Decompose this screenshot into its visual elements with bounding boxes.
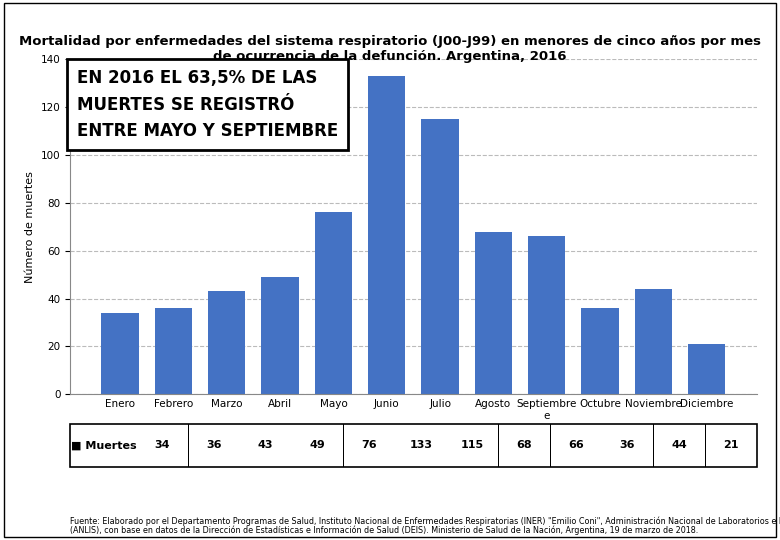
Text: Mortalidad por enfermedades del sistema respiratorio (J00-J99) en menores de cin: Mortalidad por enfermedades del sistema … — [19, 35, 761, 63]
Text: 36: 36 — [206, 441, 222, 450]
Text: 49: 49 — [310, 441, 325, 450]
Text: 34: 34 — [154, 441, 170, 450]
Text: ■ Muertes: ■ Muertes — [70, 441, 136, 450]
Text: 133: 133 — [410, 441, 432, 450]
Bar — [208, 292, 246, 394]
Text: EN 2016 EL 63,5% DE LAS
MUERTES SE REGISTRÓ
ENTRE MAYO Y SEPTIEMBRE: EN 2016 EL 63,5% DE LAS MUERTES SE REGIS… — [77, 70, 339, 140]
Text: 76: 76 — [361, 441, 377, 450]
Bar — [688, 344, 725, 394]
Bar — [475, 232, 512, 394]
Text: 66: 66 — [568, 441, 583, 450]
Text: 68: 68 — [516, 441, 532, 450]
Bar — [315, 212, 352, 394]
Text: 21: 21 — [723, 441, 739, 450]
Bar — [101, 313, 139, 394]
Bar — [528, 237, 566, 394]
Bar — [581, 308, 619, 394]
Bar — [261, 277, 299, 394]
Text: 36: 36 — [619, 441, 635, 450]
Text: 44: 44 — [672, 441, 687, 450]
Text: Fuente: Elaborado por el Departamento Programas de Salud, Instituto Nacional de : Fuente: Elaborado por el Departamento Pr… — [70, 517, 780, 526]
Bar — [368, 76, 406, 394]
Y-axis label: Número de muertes: Número de muertes — [25, 171, 35, 283]
Bar — [421, 119, 459, 394]
Bar — [154, 308, 192, 394]
Bar — [635, 289, 672, 394]
Text: 43: 43 — [258, 441, 274, 450]
Text: 115: 115 — [461, 441, 484, 450]
Text: (ANLIS), con base en datos de la Dirección de Estadísticas e Información de Salu: (ANLIS), con base en datos de la Direcci… — [70, 525, 698, 535]
